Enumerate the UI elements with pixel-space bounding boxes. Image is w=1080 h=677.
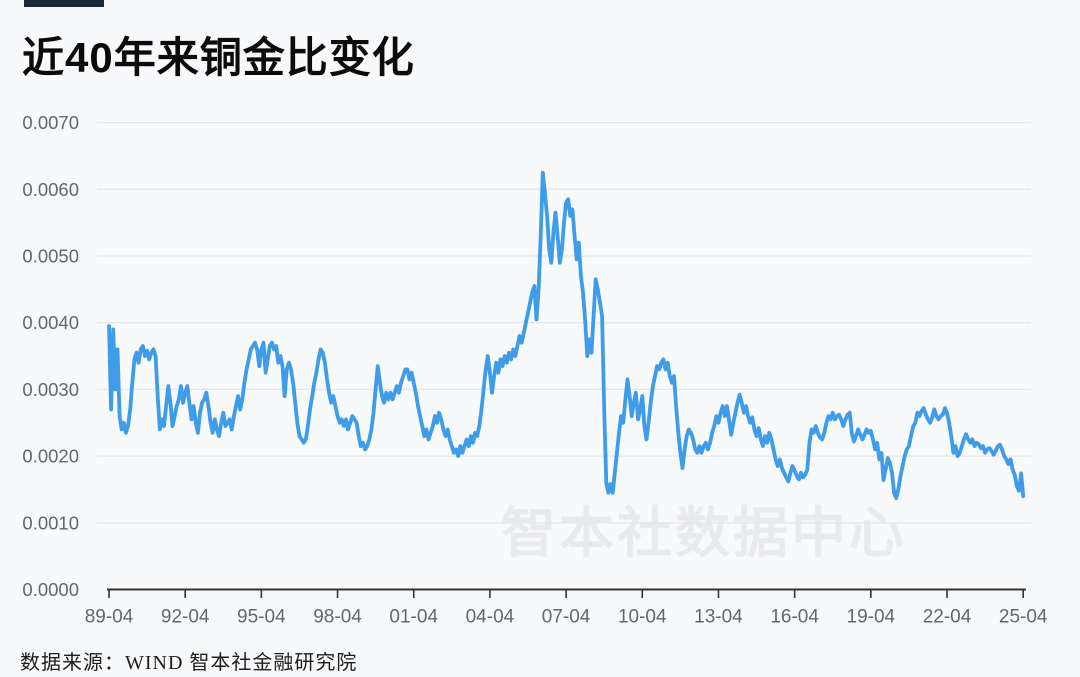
x-axis-tick-label: 07-04 xyxy=(542,607,591,628)
y-axis-tick-label: 0.0020 xyxy=(22,446,79,467)
x-axis-tick-label: 89-04 xyxy=(85,607,134,628)
y-axis-tick-label: 0.0070 xyxy=(22,112,79,133)
x-axis-tick-label: 92-04 xyxy=(161,607,210,628)
x-axis-tick-label: 98-04 xyxy=(313,607,362,628)
y-axis-tick-label: 0.0000 xyxy=(22,579,79,600)
y-axis-tick-label: 0.0010 xyxy=(22,512,79,533)
y-axis-tick-label: 0.0050 xyxy=(22,246,79,267)
accent-bar xyxy=(24,0,104,7)
x-axis-tick-label: 10-04 xyxy=(618,607,667,628)
x-axis-tick-label: 16-04 xyxy=(770,607,819,628)
x-axis-tick-label: 19-04 xyxy=(847,607,896,628)
y-axis-tick-label: 0.0060 xyxy=(22,179,79,200)
x-axis-tick-label: 22-04 xyxy=(923,607,972,628)
x-axis-tick-label: 13-04 xyxy=(694,607,743,628)
y-axis-tick-label: 0.0030 xyxy=(22,379,79,400)
copper-gold-ratio-line xyxy=(107,170,1026,501)
y-axis-tick-label: 0.0040 xyxy=(22,312,79,333)
x-axis-tick-label: 01-04 xyxy=(389,607,438,628)
data-source-note: 数据来源：WIND 智本社金融研究院 xyxy=(20,652,358,674)
x-axis-tick-label: 04-04 xyxy=(466,607,515,628)
page-title: 近40年来铜金比变化 xyxy=(22,34,415,81)
watermark: 智本社数据中心 xyxy=(501,502,908,564)
x-axis-tick-label: 95-04 xyxy=(237,607,286,628)
x-axis-tick-label: 25-04 xyxy=(999,607,1048,628)
